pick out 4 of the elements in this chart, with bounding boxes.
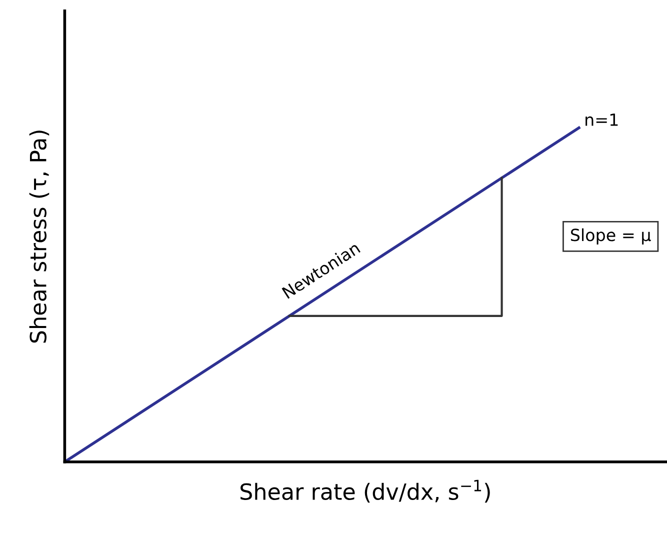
- text: n=1: [586, 114, 618, 126]
- annotation: Slope = μ: [570, 228, 651, 244]
- x-axis-title: Shear rate (dv/dx, s$^{−1}$): [240, 480, 490, 503]
- y-axis-title: Shear stress (τ, Pa): [29, 130, 50, 343]
